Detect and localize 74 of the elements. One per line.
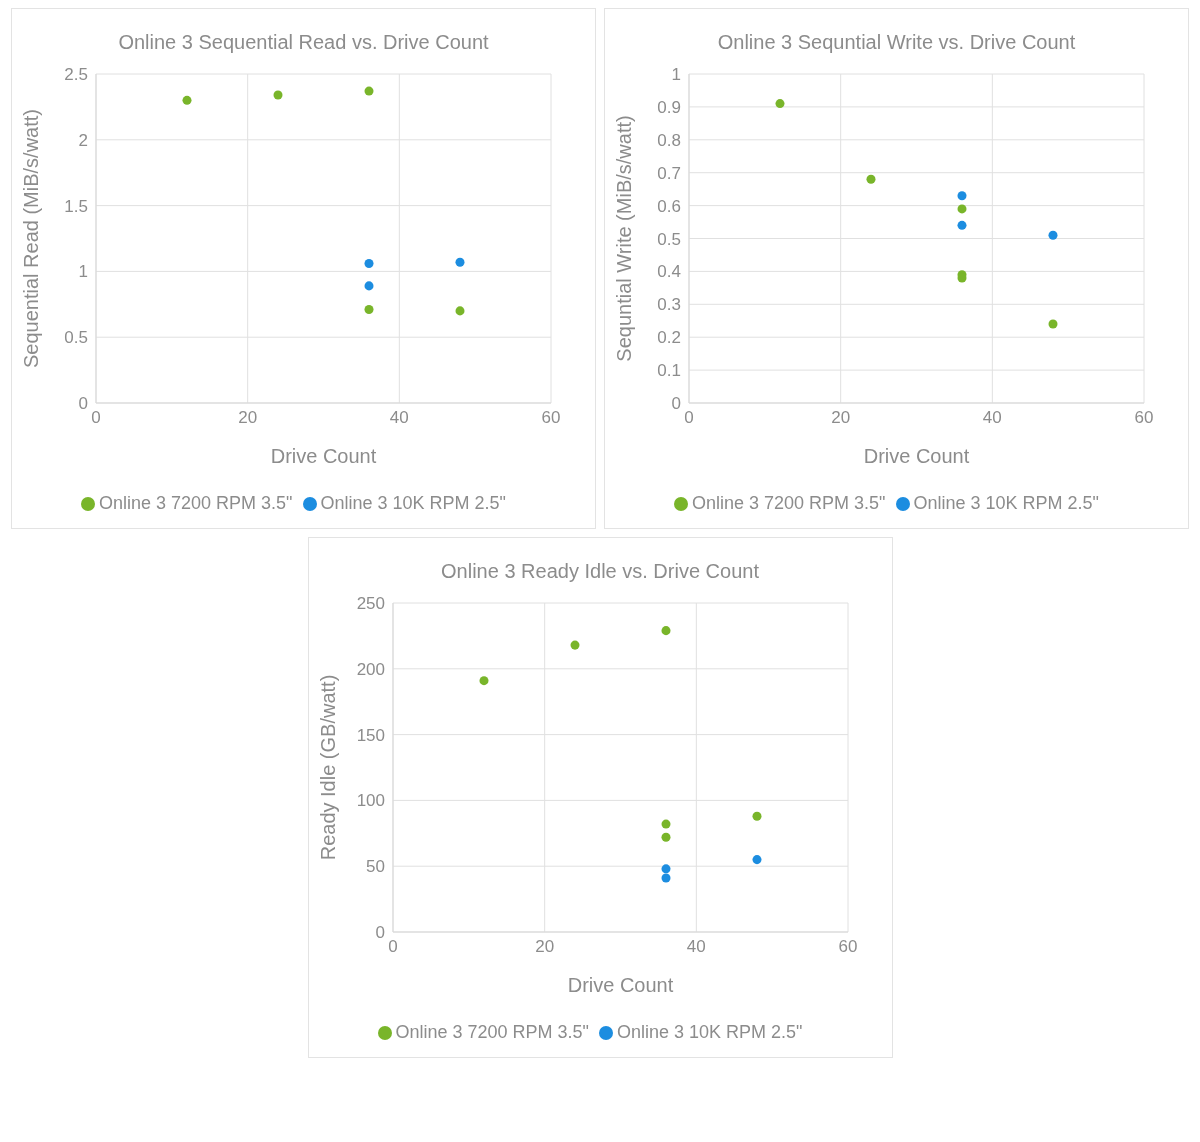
y-tick-label: 0.2 bbox=[657, 328, 681, 348]
x-tick-label: 60 bbox=[541, 408, 561, 428]
x-tick-label: 0 bbox=[91, 408, 101, 428]
point bbox=[751, 855, 762, 865]
chart-title: Online 3 Sequential Read vs. Drive Count bbox=[117, 31, 490, 54]
y-tick-label: 0.7 bbox=[657, 163, 681, 183]
y-tick-label: 0.6 bbox=[657, 196, 681, 216]
x-axis-title: Drive Count bbox=[863, 445, 970, 467]
y-tick-label: 0.8 bbox=[657, 130, 681, 150]
point bbox=[182, 95, 192, 105]
point bbox=[957, 191, 967, 201]
point bbox=[660, 819, 671, 829]
point bbox=[1048, 230, 1058, 240]
point bbox=[478, 676, 489, 686]
y-tick-label: 2 bbox=[78, 130, 88, 150]
point bbox=[660, 873, 671, 883]
y-tick-label: 200 bbox=[356, 659, 385, 679]
point bbox=[364, 305, 374, 315]
legend-label: Online 3 10K RPM 2.5" bbox=[913, 493, 1099, 513]
y-tick-label: 0 bbox=[375, 923, 385, 943]
point bbox=[569, 640, 580, 650]
point bbox=[455, 257, 465, 267]
x-tick-label: 20 bbox=[831, 408, 851, 428]
y-tick-label: 0.1 bbox=[657, 361, 681, 381]
y-tick-label: 50 bbox=[365, 857, 385, 877]
x-tick-label: 60 bbox=[838, 937, 857, 957]
point bbox=[660, 832, 671, 842]
point bbox=[775, 99, 785, 109]
legend-label: Online 3 7200 RPM 3.5" bbox=[692, 493, 886, 513]
y-tick-label: 100 bbox=[356, 791, 385, 811]
y-tick-label: 0.5 bbox=[657, 229, 681, 249]
chart-title: Online 3 Sequntial Write vs. Drive Count bbox=[716, 31, 1077, 54]
y-tick-label: 1.5 bbox=[64, 196, 88, 216]
point bbox=[660, 864, 671, 874]
y-axis-title: Sequential Read (MiB/s/watt) bbox=[20, 108, 43, 369]
y-axis-title: Ready Idle (GB/watt) bbox=[316, 674, 339, 861]
y-tick-label: 150 bbox=[356, 725, 385, 745]
y-axis-title: Sequntial Write (MiB/s/watt) bbox=[613, 115, 636, 362]
legend-label: Online 3 7200 RPM 3.5" bbox=[99, 493, 293, 513]
y-tick-label: 0.9 bbox=[657, 97, 681, 117]
x-tick-label: 40 bbox=[389, 408, 409, 428]
x-tick-label: 60 bbox=[1134, 408, 1154, 428]
point bbox=[364, 259, 374, 269]
chart-title: Online 3 Ready Idle vs. Drive Count bbox=[440, 560, 760, 583]
x-tick-label: 40 bbox=[686, 937, 706, 957]
point bbox=[364, 281, 374, 291]
point bbox=[866, 174, 876, 184]
y-tick-label: 1 bbox=[78, 262, 88, 282]
y-tick-label: 0 bbox=[78, 394, 88, 414]
y-tick-label: 250 bbox=[356, 594, 385, 614]
y-tick-label: 0.4 bbox=[657, 262, 681, 282]
x-axis-title: Drive Count bbox=[270, 445, 377, 467]
x-tick-label: 0 bbox=[684, 408, 694, 428]
point bbox=[957, 204, 967, 214]
x-tick-label: 20 bbox=[534, 937, 554, 957]
point bbox=[273, 90, 283, 100]
point bbox=[1048, 319, 1058, 329]
x-tick-label: 40 bbox=[982, 408, 1002, 428]
x-tick-label: 0 bbox=[387, 937, 398, 957]
legend-label: Online 3 10K RPM 2.5" bbox=[617, 1022, 803, 1042]
point bbox=[957, 220, 967, 230]
point bbox=[364, 86, 374, 96]
legend-label: Online 3 7200 RPM 3.5" bbox=[395, 1022, 589, 1042]
point bbox=[455, 306, 465, 316]
y-tick-label: 1 bbox=[671, 65, 681, 85]
x-tick-label: 20 bbox=[238, 408, 258, 428]
x-axis-title: Drive Count bbox=[567, 974, 674, 996]
y-tick-label: 0.3 bbox=[657, 295, 681, 315]
y-tick-label: 0.5 bbox=[64, 328, 88, 348]
legend-label: Online 3 10K RPM 2.5" bbox=[320, 493, 506, 513]
y-tick-label: 0 bbox=[671, 394, 681, 414]
point bbox=[751, 811, 762, 821]
point bbox=[660, 626, 671, 636]
y-tick-label: 2.5 bbox=[64, 65, 88, 85]
